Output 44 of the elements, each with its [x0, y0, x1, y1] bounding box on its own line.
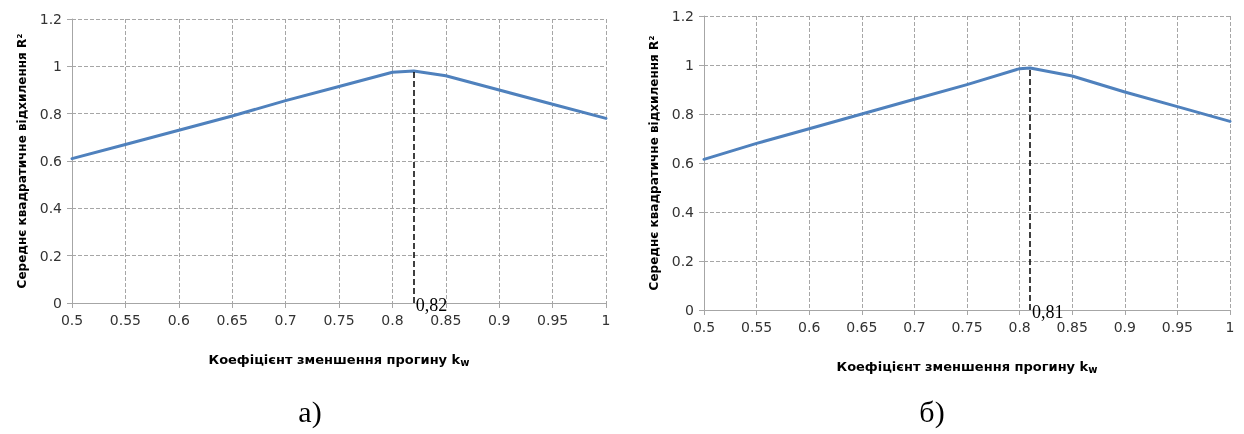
line-series [702, 66, 1232, 161]
x-tick-label: 0.9 [1113, 319, 1136, 335]
y-axis-title: Середнє квадратичне відхилення R² [15, 33, 29, 289]
y-tick-label: 0 [53, 295, 62, 311]
x-tick-label: 0.85 [430, 312, 462, 328]
x-tick-label: 0.55 [741, 319, 773, 335]
x-tick-label: 0.65 [846, 319, 878, 335]
x-tick-label: 0.75 [951, 319, 983, 335]
y-tick-label: 0.4 [671, 204, 695, 220]
text: б) [919, 394, 945, 429]
ref-line-label: 0,81 [1032, 302, 1064, 322]
x-tick-label: 0.7 [274, 312, 297, 328]
x-tick-label: 0.8 [381, 312, 404, 328]
x-tick-label: 0.85 [1056, 319, 1088, 335]
x-tick-label: 0.5 [692, 319, 716, 335]
y-tick-label: 0.6 [39, 153, 63, 169]
x-tick-label: 0.95 [1161, 319, 1193, 335]
ref-line-label: 0,82 [415, 295, 448, 315]
y-tick-label: 0.2 [39, 247, 62, 264]
x-tick-label: 0.65 [216, 312, 248, 328]
y-tick-label: 0 [685, 302, 694, 318]
y-tick-label: 0.2 [671, 253, 694, 269]
x-tick-label: 1 [1225, 319, 1235, 335]
y-tick-label: 1.2 [671, 8, 694, 24]
x-tick-label: 1 [601, 312, 611, 328]
x-tick-label: 0.55 [109, 312, 141, 328]
x-tick-label: 0.95 [537, 312, 569, 328]
y-axis-title: Середнє квадратичне відхилення R² [647, 35, 661, 291]
x-tick-label: 0.6 [798, 319, 821, 335]
y-tick-label: 0.8 [671, 106, 694, 122]
y-tick-label: 0.6 [671, 155, 695, 171]
text: а) [298, 394, 322, 429]
line-series [70, 69, 608, 161]
y-tick-label: 1 [685, 57, 694, 73]
x-tick-label: 0.6 [167, 312, 191, 328]
y-tick-label: 0.4 [39, 200, 63, 217]
x-tick-label: 0.5 [60, 312, 84, 328]
x-tick-label: 0.7 [903, 319, 926, 335]
x-tick-label: 0.75 [323, 312, 355, 328]
y-tick-label: 0.8 [39, 105, 62, 122]
x-tick-label: 0.8 [1008, 319, 1031, 335]
x-tick-label: 0.9 [488, 312, 511, 328]
y-tick-label: 1 [53, 58, 62, 75]
y-tick-label: 1.2 [39, 11, 62, 27]
